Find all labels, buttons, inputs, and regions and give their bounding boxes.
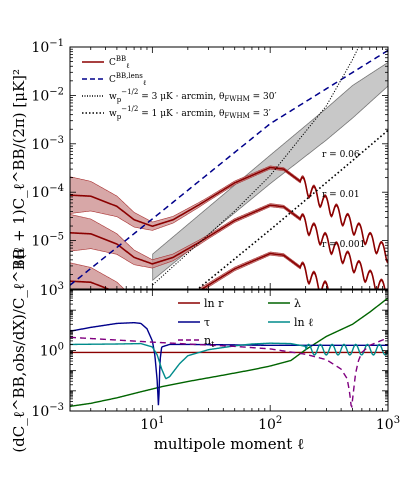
lensing-curve — [70, 49, 388, 286]
legend-label-bottom: τ — [204, 316, 210, 329]
legend-label: wp−1/2 = 1 μK · arcmin, θFWHM = 3′ — [109, 105, 271, 121]
y-axis-label-top: ℓ(ℓ + 1)C_ℓ^BB/(2π) [μK]² — [10, 69, 28, 267]
bottom-plot-area — [70, 297, 388, 409]
y-tick-label-top: 10−4 — [31, 183, 64, 201]
bb-curve-r-0.01 — [70, 204, 386, 289]
top-plot-area — [70, 47, 388, 289]
r-annotation: r = 0.06 — [322, 150, 360, 160]
top-panel — [70, 47, 388, 289]
labels: 10−1 10−2 10−3 10−4 10−5 103 100 10−3 101 102 103 m… — [10, 38, 400, 453]
series-n_t — [70, 336, 388, 409]
top-frame — [69, 46, 389, 290]
bb-curve-r-0.001 — [70, 252, 329, 289]
y-tick-label-top: 10−3 — [31, 135, 64, 153]
x-tick-label: 103 — [376, 415, 400, 433]
error-band-r-0.06 — [70, 165, 388, 264]
axes — [69, 46, 389, 412]
legend-label-bottom: nt — [204, 334, 215, 349]
x-axis-label: multipole moment ℓ — [154, 435, 305, 453]
bottom-panel — [70, 297, 388, 409]
delensing-band — [152, 61, 388, 282]
r-annotation: r = 0.001 — [322, 240, 365, 250]
noise-3arcmin — [196, 129, 388, 289]
y-tick-label-bottom: 10−3 — [31, 402, 64, 420]
y-tick-label-bottom: 103 — [40, 281, 64, 299]
y-tick-label-bottom: 100 — [40, 342, 64, 360]
x-tick-label: 101 — [140, 415, 164, 433]
legend-label: wp−1/2 = 3 μK · arcmin, θFWHM = 30′ — [109, 88, 277, 104]
noise-30arcmin — [152, 47, 360, 286]
error-band-r-0.001 — [70, 251, 329, 289]
legend-label-bottom: ln ℓ — [294, 316, 313, 329]
series-λ — [70, 297, 388, 408]
y-tick-label-top: 10−5 — [31, 232, 64, 250]
legend-label-bottom: ln r — [204, 297, 224, 310]
y-tick-label-top: 10−1 — [31, 38, 64, 56]
x-tick-label: 102 — [258, 415, 282, 433]
r-annotation: r = 0.01 — [322, 190, 360, 200]
y-axis-label-bottom: (dC_ℓ^BB,obs/dX)/C_ℓ^BB — [10, 248, 28, 452]
legend-label: CBBℓ — [109, 55, 130, 70]
bb-curve-r-0.06 — [70, 166, 388, 263]
series-τ — [70, 321, 388, 406]
legend-label: CBB,lensℓ — [109, 72, 146, 87]
y-tick-label-top: 10−2 — [31, 86, 64, 104]
series-ln-ℓ — [70, 342, 388, 380]
legend-label-bottom: λ — [294, 297, 301, 310]
